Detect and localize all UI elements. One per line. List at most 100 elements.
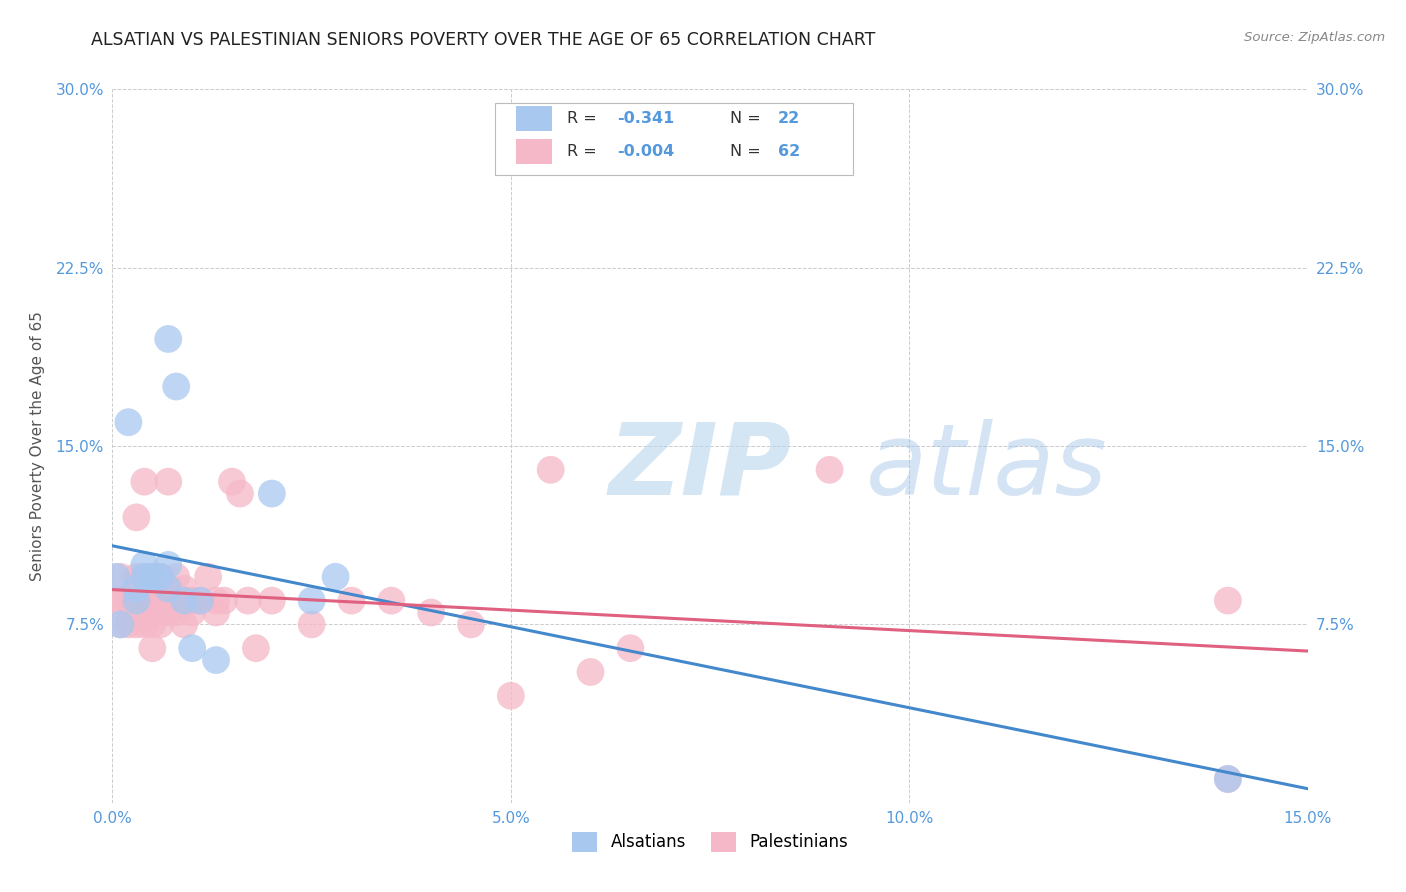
Point xyxy=(141,570,163,584)
Point xyxy=(165,570,187,584)
Point xyxy=(818,463,841,477)
Point xyxy=(229,486,252,500)
Point xyxy=(117,617,139,632)
Point xyxy=(173,593,195,607)
Point xyxy=(149,570,172,584)
Point xyxy=(125,593,148,607)
Text: -0.004: -0.004 xyxy=(617,145,673,159)
Point xyxy=(141,570,163,584)
Point xyxy=(212,593,235,607)
Point xyxy=(157,475,180,489)
Point xyxy=(1216,772,1239,786)
Point xyxy=(260,593,283,607)
Point xyxy=(105,593,128,607)
Point xyxy=(141,617,163,632)
Point xyxy=(157,606,180,620)
Point xyxy=(340,593,363,607)
Point xyxy=(205,593,228,607)
Text: N =: N = xyxy=(730,111,761,126)
Y-axis label: Seniors Poverty Over the Age of 65: Seniors Poverty Over the Age of 65 xyxy=(30,311,45,581)
Point xyxy=(134,570,156,584)
Point xyxy=(197,570,219,584)
Point xyxy=(205,606,228,620)
Point xyxy=(205,653,228,667)
Point xyxy=(460,617,482,632)
Point xyxy=(149,570,172,584)
Point xyxy=(157,593,180,607)
FancyBboxPatch shape xyxy=(516,139,553,164)
Point xyxy=(149,570,172,584)
FancyBboxPatch shape xyxy=(495,103,853,175)
Point xyxy=(173,617,195,632)
Point xyxy=(173,582,195,596)
Text: atlas: atlas xyxy=(866,419,1107,516)
Point xyxy=(125,570,148,584)
Point xyxy=(1216,593,1239,607)
Point xyxy=(134,617,156,632)
Point xyxy=(165,379,187,393)
Point xyxy=(134,558,156,572)
Point xyxy=(117,593,139,607)
Text: ZIP: ZIP xyxy=(609,419,792,516)
Text: Source: ZipAtlas.com: Source: ZipAtlas.com xyxy=(1244,31,1385,45)
Point xyxy=(245,641,267,656)
Point xyxy=(540,463,562,477)
Point xyxy=(260,486,283,500)
Point xyxy=(110,617,132,632)
Point xyxy=(181,606,204,620)
Point xyxy=(125,617,148,632)
Point xyxy=(125,593,148,607)
Point xyxy=(134,475,156,489)
Point xyxy=(141,641,163,656)
Text: ALSATIAN VS PALESTINIAN SENIORS POVERTY OVER THE AGE OF 65 CORRELATION CHART: ALSATIAN VS PALESTINIAN SENIORS POVERTY … xyxy=(91,31,876,49)
Point xyxy=(110,593,132,607)
Point xyxy=(125,510,148,524)
Point xyxy=(499,689,522,703)
Point xyxy=(141,593,163,607)
Point xyxy=(149,617,172,632)
Point xyxy=(134,606,156,620)
Point xyxy=(141,593,163,607)
Point xyxy=(173,593,195,607)
FancyBboxPatch shape xyxy=(516,105,553,130)
Legend: Alsatians, Palestinians: Alsatians, Palestinians xyxy=(565,825,855,859)
Point xyxy=(420,606,443,620)
Point xyxy=(181,593,204,607)
Point xyxy=(165,593,187,607)
Text: -0.341: -0.341 xyxy=(617,111,673,126)
Point xyxy=(301,593,323,607)
Point xyxy=(117,593,139,607)
Text: R =: R = xyxy=(567,111,596,126)
Text: N =: N = xyxy=(730,145,761,159)
Point xyxy=(1216,772,1239,786)
Point xyxy=(149,606,172,620)
Point xyxy=(157,593,180,607)
Point xyxy=(325,570,347,584)
Point xyxy=(134,593,156,607)
Point xyxy=(188,593,211,607)
Text: 22: 22 xyxy=(778,111,800,126)
Point xyxy=(236,593,259,607)
Point xyxy=(157,332,180,346)
Point xyxy=(134,570,156,584)
Point xyxy=(619,641,641,656)
Point xyxy=(110,570,132,584)
Point xyxy=(181,593,204,607)
Text: 62: 62 xyxy=(778,145,800,159)
Point xyxy=(188,593,211,607)
Point xyxy=(173,593,195,607)
Point xyxy=(157,582,180,596)
Point xyxy=(105,570,128,584)
Point xyxy=(117,415,139,429)
Point xyxy=(149,593,172,607)
Point xyxy=(221,475,243,489)
Point xyxy=(110,617,132,632)
Point xyxy=(157,582,180,596)
Point xyxy=(181,641,204,656)
Point xyxy=(301,617,323,632)
Point xyxy=(157,558,180,572)
Point xyxy=(579,665,602,679)
Point xyxy=(380,593,402,607)
Text: R =: R = xyxy=(567,145,596,159)
Point xyxy=(165,606,187,620)
